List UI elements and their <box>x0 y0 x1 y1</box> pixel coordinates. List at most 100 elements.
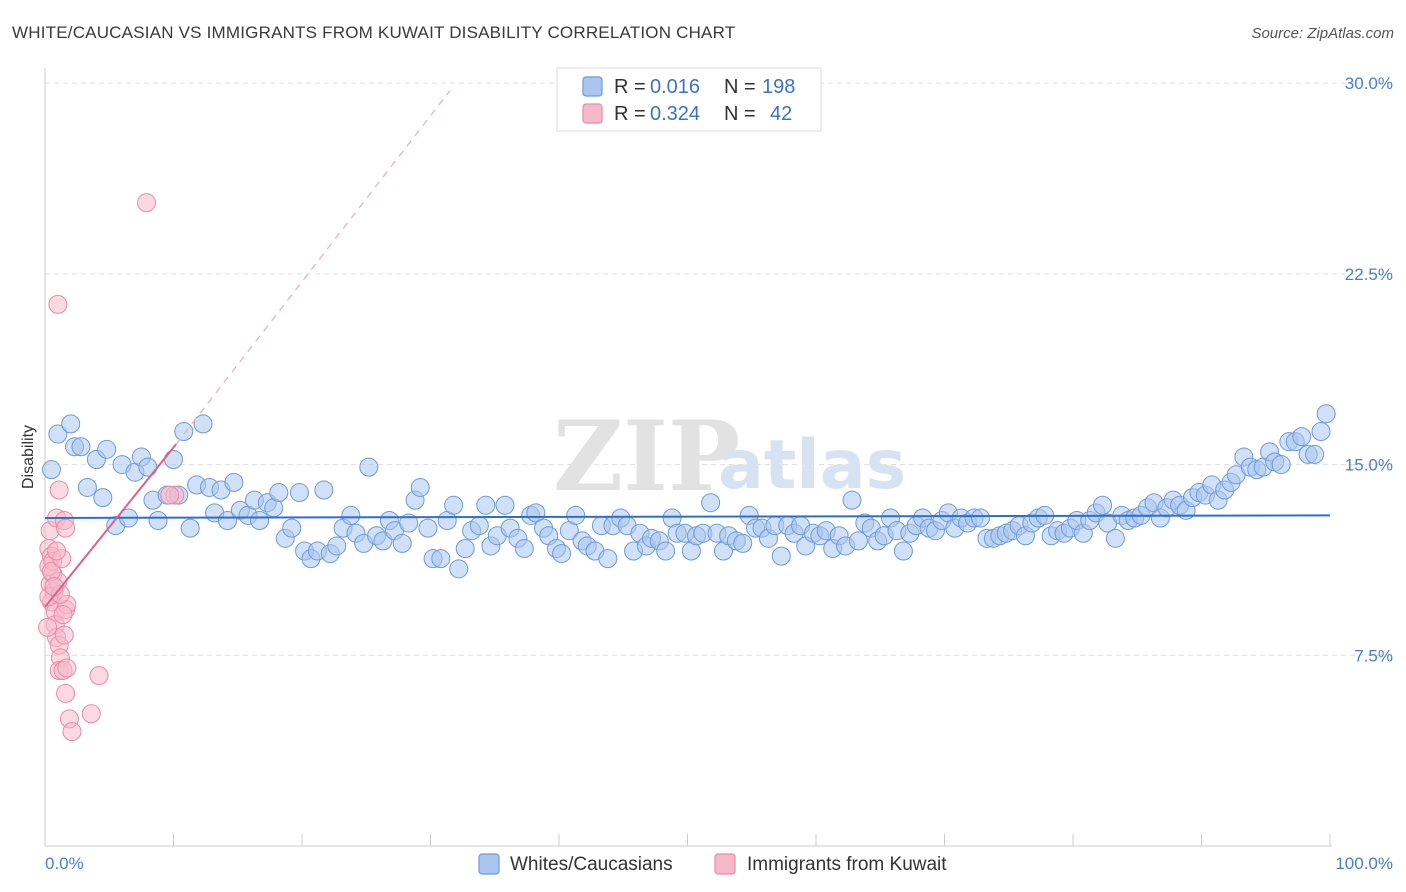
point-blue-86 <box>598 549 618 569</box>
point-blue-46 <box>341 505 361 525</box>
point-pink-38 <box>137 193 157 213</box>
point-pink-31 <box>62 722 82 742</box>
watermark: ZIP atlas <box>553 400 906 513</box>
y-tick-labels: 7.5% 15.0% 22.5% 30.0% <box>1345 74 1393 665</box>
point-blue-37 <box>282 518 302 538</box>
point-blue-63 <box>449 559 469 579</box>
point-blue-14 <box>138 457 158 477</box>
point-blue-124 <box>842 490 862 510</box>
point-pink-27 <box>49 480 69 500</box>
legend: R = 0.016 N = 198 R = 0.324 N = 42 <box>556 67 822 132</box>
point-blue-79 <box>552 544 572 564</box>
point-pink-32 <box>81 704 101 724</box>
point-blue-165 <box>1105 528 1125 548</box>
legend-r-label-0: R = <box>614 76 646 98</box>
legend-r-value-0: 0.016 <box>650 76 700 98</box>
point-blue-107 <box>733 533 753 553</box>
legend-n-label-1: N = <box>724 103 756 125</box>
trend-lines <box>44 90 1331 608</box>
legend-n-value-1: 42 <box>770 103 792 125</box>
point-blue-8 <box>97 439 117 459</box>
legend-swatch-pink <box>582 103 603 124</box>
point-blue-62 <box>444 495 464 515</box>
legend-swatch-blue <box>582 76 603 97</box>
point-pink-36 <box>47 541 67 561</box>
point-blue-28 <box>224 472 244 492</box>
point-blue-144 <box>970 508 990 528</box>
x-tick-label-100: 100.0% <box>1335 854 1393 873</box>
point-blue-35 <box>269 483 289 503</box>
point-blue-0 <box>41 460 61 480</box>
point-blue-66 <box>469 516 489 536</box>
y-axis-label: Disability <box>20 425 37 489</box>
bottom-legend-swatch-pink <box>714 853 736 875</box>
point-blue-44 <box>327 536 347 556</box>
bottom-legend-label-kuwait: Immigrants from Kuwait <box>747 854 947 875</box>
trend-line-pink <box>44 443 177 608</box>
point-pink-28 <box>48 294 68 314</box>
point-blue-132 <box>893 541 913 561</box>
watermark-atlas: atlas <box>718 426 906 505</box>
point-blue-81 <box>566 505 586 525</box>
bottom-legend-swatch-blue <box>478 853 500 875</box>
point-blue-55 <box>399 513 419 533</box>
point-blue-21 <box>180 518 200 538</box>
point-pink-41 <box>38 617 58 637</box>
x-tick-label-0: 0.0% <box>45 854 84 873</box>
point-blue-42 <box>314 480 334 500</box>
point-pink-35 <box>53 605 73 625</box>
point-blue-73 <box>514 538 534 558</box>
point-blue-191 <box>1271 455 1291 475</box>
trend-line-blue <box>44 514 1331 519</box>
point-blue-20 <box>174 422 194 442</box>
point-blue-197 <box>1311 422 1331 442</box>
point-blue-2 <box>61 414 81 434</box>
legend-n-value-0: 198 <box>762 76 795 98</box>
point-pink-40 <box>160 485 180 505</box>
point-blue-70 <box>495 495 515 515</box>
point-blue-125 <box>848 531 868 551</box>
point-blue-67 <box>476 495 496 515</box>
x-ticks <box>44 834 1331 846</box>
point-blue-113 <box>771 546 791 566</box>
bottom-legend: Whites/Caucasians Immigrants from Kuwait <box>478 853 947 875</box>
trend-line-pink-extension <box>175 90 451 445</box>
point-blue-54 <box>392 533 412 553</box>
point-pink-34 <box>57 658 77 678</box>
point-blue-23 <box>193 414 213 434</box>
point-blue-57 <box>410 477 430 497</box>
chart-title: WHITE/CAUCASIAN VS IMMIGRANTS FROM KUWAI… <box>12 23 736 42</box>
source-credit: Source: ZipAtlas.com <box>1251 25 1394 42</box>
point-blue-194 <box>1292 427 1312 447</box>
point-blue-49 <box>359 457 379 477</box>
y-tick-label-0: 7.5% <box>1354 646 1393 665</box>
point-pink-29 <box>56 683 76 703</box>
point-pink-20 <box>54 625 74 645</box>
point-blue-32 <box>250 511 270 531</box>
point-pink-23 <box>56 518 76 538</box>
y-tick-label-2: 22.5% <box>1345 265 1393 284</box>
y-tick-label-1: 15.0% <box>1345 456 1393 475</box>
legend-n-label-0: N = <box>724 76 756 98</box>
point-blue-7 <box>93 488 113 508</box>
axes <box>44 68 1332 847</box>
point-blue-163 <box>1093 495 1113 515</box>
point-blue-27 <box>217 511 237 531</box>
legend-r-value-1: 0.324 <box>650 103 700 125</box>
point-pink-33 <box>89 666 109 686</box>
point-blue-16 <box>148 511 168 531</box>
point-blue-196 <box>1305 444 1325 464</box>
legend-r-label-1: R = <box>614 103 646 125</box>
point-blue-64 <box>455 538 475 558</box>
point-blue-58 <box>418 518 438 538</box>
y-tick-label-3: 30.0% <box>1345 74 1393 93</box>
point-blue-95 <box>656 541 676 561</box>
point-blue-198 <box>1316 404 1336 424</box>
point-blue-102 <box>701 493 721 513</box>
point-blue-4 <box>71 437 91 457</box>
point-blue-60 <box>431 549 451 569</box>
point-blue-38 <box>289 483 309 503</box>
series-kuwait-points <box>38 193 185 742</box>
point-blue-18 <box>164 449 183 469</box>
